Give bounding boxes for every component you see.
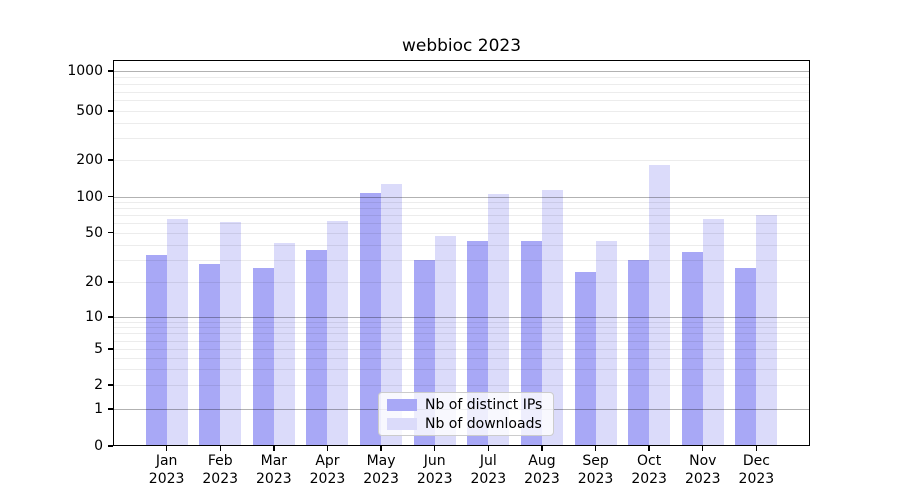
y-tick-label: 200: [76, 152, 103, 168]
x-tick-mark: [433, 446, 436, 451]
gridline-minor: [113, 327, 810, 329]
bar-distinct-ips-oct: [628, 260, 650, 446]
y-tick-mark: [108, 408, 113, 410]
legend-label-distinct-ips: Nb of distinct IPs: [425, 396, 543, 413]
bar-distinct-ips-dec: [735, 267, 757, 446]
gridline-minor: [113, 260, 810, 262]
y-tick-label: 50: [85, 224, 103, 241]
bar-downloads-nov: [702, 218, 724, 446]
y-tick-label: 100: [76, 188, 103, 205]
x-tick-mark: [594, 446, 597, 451]
bar-distinct-ips-nov: [681, 251, 703, 446]
y-tick-mark: [108, 110, 113, 112]
gridline-minor: [113, 160, 810, 161]
x-tick-mark: [219, 446, 221, 451]
x-tick-mark: [326, 446, 329, 451]
y-tick-mark: [108, 316, 113, 318]
x-tick-mark: [273, 446, 275, 451]
x-tick-label-jul: Jul 2023: [470, 453, 507, 487]
bar-distinct-ips-jan: [145, 254, 167, 446]
bar-distinct-ips-sep: [574, 272, 596, 446]
x-tick-label-may: May 2023: [363, 453, 399, 487]
y-tick-mark: [108, 159, 113, 161]
bar-downloads-sep: [595, 240, 617, 446]
x-tick-mark: [648, 446, 650, 451]
x-tick-label-dec: Dec 2023: [738, 453, 775, 487]
y-tick-mark: [108, 195, 113, 198]
bar-downloads-apr: [327, 221, 349, 446]
gridline-minor: [113, 340, 810, 342]
y-tick-label: 2: [94, 377, 103, 393]
gridline-minor: [113, 77, 810, 79]
y-tick-label: 20: [85, 274, 103, 290]
x-tick-mark: [541, 446, 543, 451]
gridline-minor: [113, 83, 810, 85]
x-tick-mark: [380, 446, 382, 451]
gridline-minor: [113, 333, 810, 335]
plot-area: [113, 60, 810, 446]
gridline-major: [113, 196, 810, 198]
y-tick-mark: [108, 231, 113, 234]
y-tick-mark: [108, 70, 113, 72]
bar-distinct-ips-apr: [306, 250, 328, 446]
legend-swatch-distinct-ips: [387, 398, 417, 411]
gridline-minor: [113, 244, 810, 246]
x-tick-label-jun: Jun 2023: [416, 453, 453, 487]
x-tick-label-feb: Feb 2023: [202, 453, 239, 487]
gridline-minor: [113, 282, 810, 283]
bar-distinct-ips-feb: [199, 263, 221, 446]
gridline-minor: [113, 138, 810, 140]
gridline-minor: [113, 349, 810, 350]
gridline-minor: [113, 201, 810, 203]
bar-downloads-feb: [220, 222, 242, 446]
bar-downloads-oct: [649, 164, 671, 446]
gridline-minor: [113, 122, 810, 124]
x-tick-label-jan: Jan 2023: [148, 453, 185, 487]
gridline-minor: [113, 321, 810, 323]
y-tick-label: 10: [85, 309, 103, 325]
bar-distinct-ips-mar: [252, 267, 274, 446]
gridline-minor: [113, 111, 810, 112]
y-tick-label: 5: [94, 341, 103, 357]
x-tick-label-mar: Mar 2023: [256, 453, 292, 487]
y-tick-label: 1000: [67, 63, 103, 79]
x-tick-label-apr: Apr 2023: [309, 453, 346, 487]
x-tick-label-oct: Oct 2023: [631, 453, 667, 487]
x-tick-mark: [165, 446, 168, 451]
gridline-minor: [113, 385, 810, 386]
legend: Nb of distinct IPs Nb of downloads: [378, 392, 554, 436]
legend-swatch-downloads: [387, 417, 417, 430]
gridline-minor: [113, 369, 810, 371]
x-tick-label-nov: Nov 2023: [684, 453, 721, 487]
y-tick-label: 500: [76, 103, 103, 119]
gridline-minor: [113, 208, 810, 210]
x-tick-label-aug: Aug 2023: [524, 453, 560, 487]
gridline-minor: [113, 100, 810, 102]
chart-title: webbioc 2023: [401, 36, 522, 56]
legend-entry-distinct-ips: Nb of distinct IPs: [387, 397, 545, 413]
y-tick-label: 0: [94, 438, 103, 454]
gridline-major: [113, 317, 810, 318]
y-tick-mark: [108, 445, 113, 447]
bar-downloads-jan: [166, 218, 188, 446]
x-tick-mark: [702, 446, 704, 451]
y-tick-label: 1: [94, 401, 103, 417]
gridline-minor: [113, 223, 810, 225]
legend-label-downloads: Nb of downloads: [425, 415, 542, 432]
x-tick-mark: [487, 446, 489, 451]
y-tick-mark: [108, 384, 113, 386]
gridline-minor: [113, 357, 810, 359]
x-tick-label-sep: Sep 2023: [577, 453, 614, 487]
legend-entry-downloads: Nb of downloads: [387, 416, 545, 432]
gridline-minor: [113, 215, 810, 217]
bar-downloads-dec: [756, 215, 778, 446]
gridline-minor: [113, 232, 810, 234]
bar-downloads-mar: [273, 243, 295, 446]
gridline-minor: [113, 91, 810, 93]
y-tick-mark: [108, 281, 113, 283]
y-tick-mark: [108, 348, 113, 350]
gridline-major: [113, 71, 810, 72]
x-tick-mark: [755, 446, 758, 451]
